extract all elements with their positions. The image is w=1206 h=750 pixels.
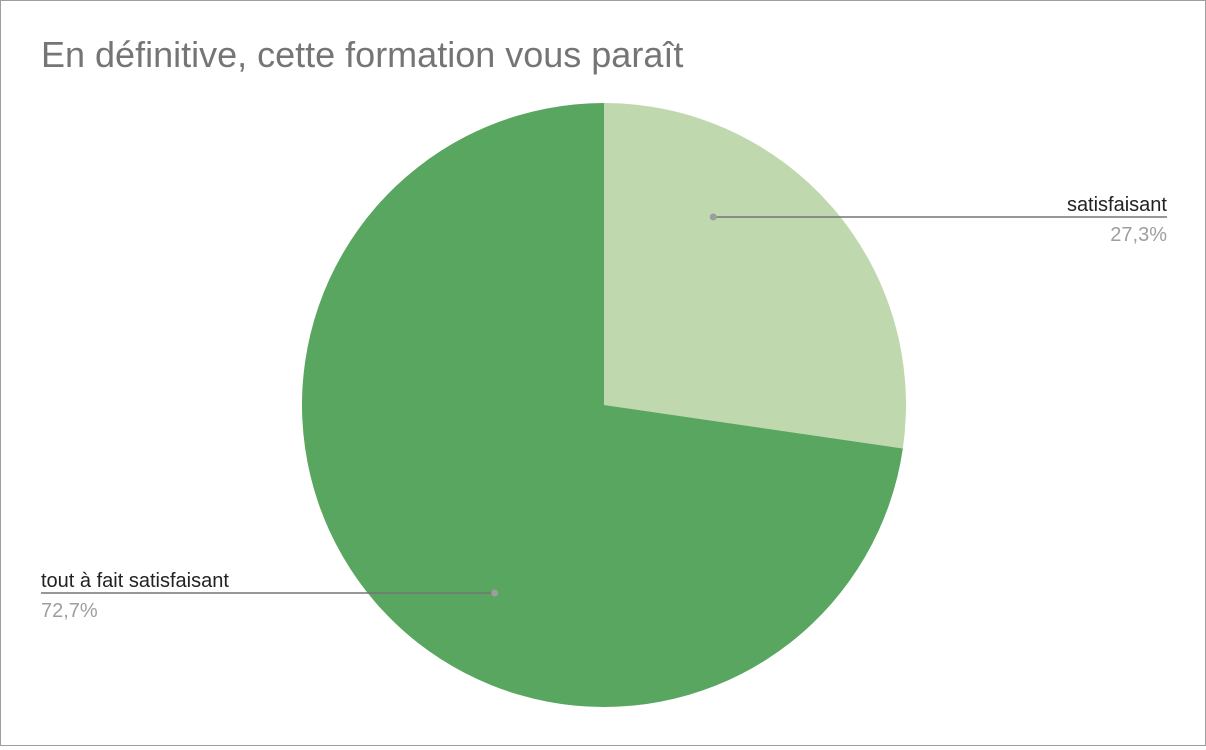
pie-slices xyxy=(301,103,906,707)
leader-dot xyxy=(491,589,499,597)
pie-slice-tout-a-fait-satisfaisant xyxy=(301,103,903,707)
slice-label-percent: 27,3% xyxy=(1110,224,1167,246)
slice-label-percent: 72,7% xyxy=(41,600,98,622)
pie-slice-satisfaisant xyxy=(604,103,906,449)
leader-dot xyxy=(709,213,717,221)
chart-title: En définitive, cette formation vous para… xyxy=(41,34,684,75)
slice-labels: satisfaisant 27,3% tout à fait satisfaisan… xyxy=(41,194,1167,622)
leader-lines xyxy=(41,213,1167,597)
slice-label-name: satisfaisant xyxy=(1067,194,1167,216)
slice-label-name: tout à fait satisfaisant xyxy=(41,570,229,592)
